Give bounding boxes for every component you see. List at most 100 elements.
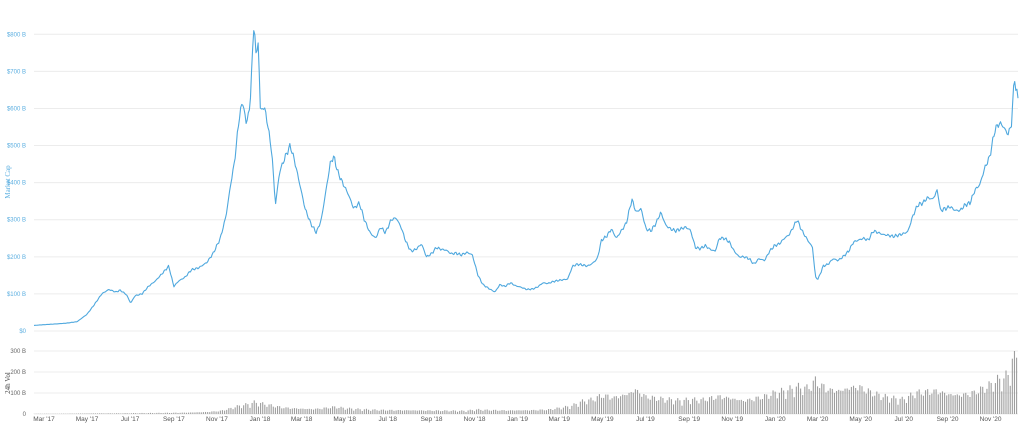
volume-bar <box>1003 378 1005 414</box>
volume-bar <box>507 410 509 414</box>
volume-bar <box>842 390 844 414</box>
volume-bar <box>852 385 855 414</box>
volume-bar <box>596 396 598 414</box>
volume-bar <box>783 390 785 414</box>
volume-bar <box>154 413 156 414</box>
volume-bar <box>363 409 365 414</box>
volume-bar <box>840 390 842 414</box>
volume-bar <box>152 413 154 414</box>
volume-bar <box>372 409 374 414</box>
volume-bar <box>145 413 147 414</box>
volume-bar <box>882 397 884 414</box>
volume-bar <box>865 393 867 414</box>
volume-bar <box>569 409 571 414</box>
volume-bar <box>975 394 977 414</box>
volume-bar <box>772 390 774 414</box>
volume-bar <box>463 410 465 414</box>
volume-bar <box>226 409 228 414</box>
volume-bar <box>181 412 183 414</box>
volume-bar <box>897 404 899 414</box>
volume-bar <box>357 408 359 414</box>
volume-bar <box>423 410 425 414</box>
volume-bar <box>310 409 312 414</box>
volume-bar <box>215 411 217 414</box>
volume-bar <box>662 398 664 414</box>
volume-bar <box>681 405 683 414</box>
volume-bar <box>888 402 891 414</box>
volume-bar <box>717 395 719 414</box>
volume-bar <box>240 408 243 414</box>
volume-bar <box>293 408 296 414</box>
volume-bar <box>821 383 823 414</box>
volume-bar <box>605 394 607 414</box>
volume-bar <box>490 410 492 414</box>
volume-bar <box>465 412 467 414</box>
volume-bar <box>564 405 567 414</box>
volume-bar <box>990 382 992 414</box>
volume-bar <box>531 410 533 414</box>
x-tick-label: Jul '17 <box>121 416 140 423</box>
volume-bar <box>774 391 776 414</box>
volume-bar <box>927 389 929 414</box>
volume-bar <box>264 404 266 414</box>
volume-bar <box>899 398 901 414</box>
volume-bar <box>639 393 641 414</box>
volume-bar <box>336 408 338 414</box>
y-axis-title-market-cap: Market Cap <box>4 165 12 199</box>
volume-bar <box>977 393 980 414</box>
y-tick-label-market-cap: $200 B <box>7 255 26 261</box>
volume-bar <box>742 401 744 414</box>
volume-bar <box>416 410 418 414</box>
volume-bar <box>670 399 672 414</box>
x-tick-label: Jan '20 <box>765 416 786 423</box>
volume-bar <box>96 413 99 414</box>
volume-bar <box>751 400 753 414</box>
volume-bar <box>141 412 143 414</box>
volume-bar <box>249 407 251 414</box>
volume-bar <box>787 390 789 414</box>
volume-bar <box>156 412 158 414</box>
volume-bar <box>281 408 283 414</box>
volume-bar <box>685 397 687 414</box>
volume-bar <box>793 397 795 414</box>
volume-bar <box>946 395 948 414</box>
volume-bar <box>359 409 361 414</box>
volume-bar <box>317 408 319 414</box>
volume-bar <box>497 410 499 414</box>
volume-bar <box>442 411 444 414</box>
x-tick-label: Nov '20 <box>980 416 1002 423</box>
volume-bar <box>211 411 213 414</box>
volume-bar <box>397 410 399 414</box>
y-tick-label-market-cap: $0 <box>19 329 26 335</box>
volume-bar <box>456 411 459 414</box>
volume-bar <box>622 394 624 414</box>
volume-bar <box>704 400 706 414</box>
volume-bar <box>418 410 420 414</box>
volume-bar <box>533 409 535 414</box>
volume-bar <box>844 388 846 414</box>
volume-bar <box>327 408 329 414</box>
volume-bar <box>111 413 113 414</box>
volume-bar <box>776 398 778 414</box>
volume-bar <box>404 410 406 414</box>
volume-bar <box>996 374 999 414</box>
volume-bar <box>143 413 145 414</box>
volume-bar <box>770 395 772 414</box>
volume-bar <box>556 407 558 414</box>
volume-bar <box>387 410 389 414</box>
volume-bar <box>806 384 808 414</box>
volume-bar <box>848 389 850 414</box>
volume-bar <box>101 413 103 414</box>
volume-bar <box>952 395 954 414</box>
volume-bar <box>109 413 111 414</box>
volume-bar <box>365 408 368 414</box>
volume-bar <box>389 409 391 414</box>
x-tick-label: Sep '20 <box>937 416 959 423</box>
volume-bar <box>514 410 516 414</box>
volume-bar <box>1016 357 1018 414</box>
y-tick-label-volume: 0 <box>23 412 27 418</box>
volume-bar <box>548 409 550 414</box>
volume-bar <box>577 406 579 414</box>
volume-bar <box>338 407 340 414</box>
